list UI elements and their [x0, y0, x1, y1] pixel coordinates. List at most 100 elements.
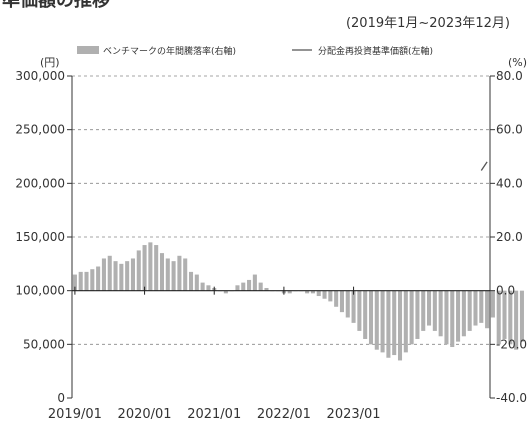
bar — [264, 287, 269, 291]
x-tick-label: 2021/01 — [187, 407, 241, 422]
line-series — [480, 161, 488, 171]
bar — [305, 290, 310, 294]
left-tick-label: 0 — [57, 391, 65, 405]
bar — [107, 255, 112, 291]
left-tick-label: 250,000 — [15, 123, 65, 137]
axes — [67, 75, 495, 399]
right-tick-labels: -40.0 -20.0 0.0 20.0 40.0 60.0 80.0 — [496, 69, 527, 405]
chart-title-fragment: 準価額の推移 — [2, 0, 110, 11]
bar — [72, 274, 77, 291]
left-tick-label: 300,000 — [15, 69, 65, 83]
bar — [183, 258, 188, 291]
bar — [432, 290, 437, 331]
right-axis-unit: (%) — [508, 56, 527, 69]
base-price-line — [480, 161, 488, 171]
bar — [125, 261, 130, 291]
bar — [171, 261, 176, 291]
bar — [287, 290, 292, 294]
bar — [165, 258, 170, 291]
period-label: (2019年1月~2023年12月) — [346, 16, 510, 31]
bar — [380, 290, 385, 353]
left-tick-label: 50,000 — [23, 337, 65, 351]
bar — [177, 255, 182, 291]
x-tick-label: 2023/01 — [327, 407, 381, 422]
bar — [502, 290, 507, 339]
bar — [206, 285, 211, 291]
bar — [223, 290, 228, 294]
bar — [519, 290, 524, 342]
left-axis-unit: (円) — [40, 56, 60, 69]
bar — [409, 290, 414, 345]
left-tick-label: 100,000 — [15, 284, 65, 298]
bar — [142, 245, 147, 291]
bar — [450, 290, 455, 348]
bar — [427, 290, 432, 326]
bar — [479, 290, 484, 323]
bar — [241, 282, 246, 291]
x-tick-label: 2019/01 — [48, 407, 102, 422]
right-tick-label: -20.0 — [496, 337, 527, 351]
bar — [467, 290, 472, 331]
bar — [392, 290, 397, 356]
bar — [386, 290, 391, 358]
bar — [235, 285, 240, 291]
bar — [148, 242, 153, 291]
bar — [351, 290, 356, 323]
bar-series — [72, 242, 524, 361]
bar — [328, 290, 333, 302]
bar — [397, 290, 403, 361]
bar — [485, 290, 490, 329]
bar — [415, 290, 420, 339]
bar — [322, 290, 327, 299]
bar — [119, 263, 124, 291]
bar — [84, 271, 89, 291]
right-tick-label: 80.0 — [496, 69, 523, 83]
bar — [310, 290, 315, 294]
right-tick-label: 0.0 — [496, 284, 515, 298]
legend-line-label: 分配金再投資基準価額(左軸) — [318, 45, 433, 57]
bar — [345, 290, 350, 318]
legend-bar-swatch — [77, 46, 99, 54]
bar — [363, 290, 368, 339]
bar — [508, 290, 513, 345]
bar — [90, 269, 95, 291]
bar — [374, 290, 379, 350]
bar — [368, 290, 374, 345]
right-tick-label: 40.0 — [496, 176, 523, 190]
bar — [101, 258, 106, 291]
bar — [252, 274, 257, 291]
grid-lines — [72, 75, 490, 345]
bar — [357, 290, 362, 331]
bar — [339, 290, 344, 313]
left-tick-labels: 0 50,000 100,000 150,000 200,000 250,000 300,0… — [15, 69, 65, 405]
bar — [113, 261, 118, 291]
bar — [130, 258, 135, 291]
right-tick-label: 60.0 — [496, 123, 523, 137]
left-tick-label: 150,000 — [15, 230, 65, 244]
bar — [154, 245, 159, 291]
bar — [258, 282, 263, 291]
bar — [496, 290, 501, 345]
bar — [403, 290, 408, 353]
bar — [200, 282, 205, 291]
bar — [438, 290, 443, 337]
bar — [188, 271, 194, 291]
bar — [444, 290, 449, 345]
bar — [78, 271, 83, 291]
bar — [514, 290, 519, 350]
right-tick-label: -40.0 — [496, 391, 527, 405]
right-tick-label: 20.0 — [496, 230, 523, 244]
x-tick-label: 2020/01 — [118, 407, 172, 422]
bar — [96, 266, 101, 291]
bar — [334, 290, 339, 307]
left-tick-label: 200,000 — [15, 176, 65, 190]
bar — [159, 253, 165, 291]
legend-bar-label: ベンチマークの年間騰落率(右軸) — [103, 45, 236, 57]
bar — [316, 290, 321, 297]
bar — [461, 290, 466, 337]
bar — [421, 290, 426, 331]
bar — [490, 290, 495, 318]
x-tick-labels: 2019/01 2020/01 2021/01 2022/01 2023/01 — [48, 407, 381, 422]
x-tick-label: 2022/01 — [257, 407, 311, 422]
